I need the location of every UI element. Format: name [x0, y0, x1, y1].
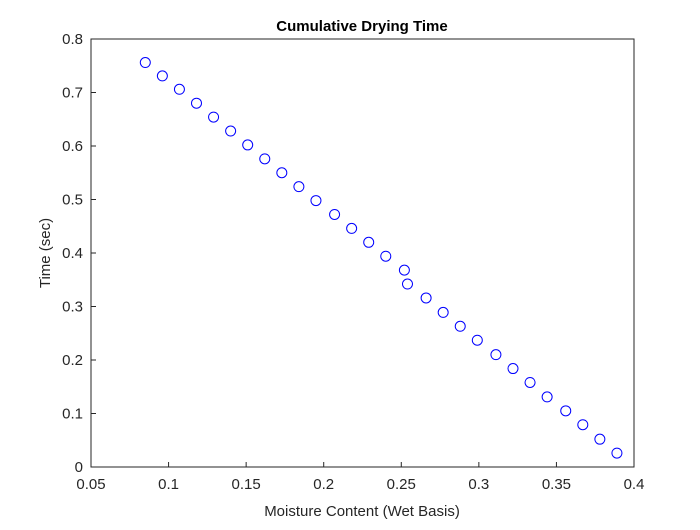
y-tick-label: 0.5: [62, 192, 83, 209]
chart-title: Cumulative Drying Time: [276, 18, 447, 35]
y-tick-label: 0.2: [62, 352, 83, 369]
y-tick-label: 0: [75, 459, 83, 476]
data-point: [420, 292, 432, 304]
y-tick-label: 0.7: [62, 85, 83, 102]
data-point: [401, 278, 413, 290]
x-axis-label: Moisture Content (Wet Basis): [264, 503, 460, 520]
x-tick-label: 0.2: [313, 476, 334, 493]
data-point: [490, 349, 502, 361]
x-tick-label: 0.25: [387, 476, 416, 493]
data-series: [139, 57, 623, 459]
data-point: [208, 111, 220, 123]
data-point: [293, 181, 305, 193]
data-point: [242, 139, 254, 151]
x-tick-label: 0.4: [624, 476, 645, 493]
data-point: [611, 447, 623, 459]
y-tick-label: 0.8: [62, 31, 83, 48]
data-point: [156, 70, 168, 82]
x-tick-label: 0.35: [542, 476, 571, 493]
y-tick-label: 0.3: [62, 299, 83, 316]
data-point: [310, 195, 322, 207]
data-point: [363, 236, 375, 248]
data-point: [524, 376, 536, 388]
y-axis-label: Time (sec): [37, 218, 54, 288]
data-point: [507, 363, 519, 375]
data-point: [346, 222, 358, 234]
x-tick-label: 0.15: [232, 476, 261, 493]
y-tick-label: 0.1: [62, 406, 83, 423]
data-point: [541, 391, 553, 403]
x-tick-label: 0.3: [468, 476, 489, 493]
y-tick-label: 0.6: [62, 138, 83, 155]
x-tick-label: 0.05: [76, 476, 105, 493]
y-tick-label: 0.4: [62, 245, 83, 262]
data-point: [329, 208, 341, 220]
data-point: [276, 167, 288, 179]
data-point: [471, 334, 483, 346]
x-tick-label: 0.1: [158, 476, 179, 493]
data-point: [380, 250, 392, 262]
x-axis: 0.05 0.1 0.15 0.2 0.25 0.3 0.35 0.4: [76, 462, 644, 493]
data-point: [139, 57, 151, 69]
plot-area: [90, 38, 635, 468]
data-point: [398, 264, 410, 276]
data-point: [225, 125, 237, 137]
data-point: [190, 97, 202, 109]
data-point: [173, 83, 185, 95]
data-point: [560, 405, 572, 417]
y-axis: 0 0.1 0.2 0.3 0.4 0.5 0.6 0.7 0.8: [62, 31, 96, 476]
data-point: [437, 306, 449, 318]
data-point: [259, 153, 271, 165]
data-point: [454, 320, 466, 332]
data-point: [594, 433, 606, 445]
data-point: [577, 419, 589, 431]
